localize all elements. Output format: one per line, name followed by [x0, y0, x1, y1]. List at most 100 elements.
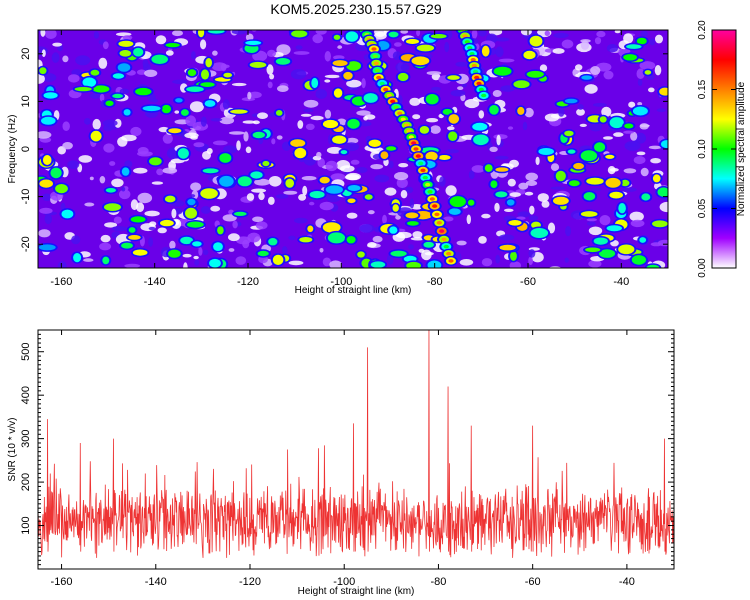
amplitude-core — [237, 176, 252, 187]
texture-blob — [416, 30, 421, 37]
texture-blob — [190, 182, 202, 191]
texture-blob — [89, 92, 103, 99]
texture-blob — [445, 149, 459, 154]
texture-blob — [445, 185, 457, 196]
texture-blob — [584, 84, 598, 94]
texture-blob — [628, 101, 636, 108]
texture-blob — [648, 145, 662, 150]
texture-blob — [636, 151, 646, 156]
x-tick-label: -60 — [520, 276, 536, 288]
amplitude-core — [493, 66, 512, 76]
x-tick-label: -160 — [50, 276, 72, 288]
amplitude-core — [406, 261, 421, 268]
ridge-peak — [427, 190, 433, 194]
x-tick-label: -120 — [239, 576, 261, 588]
amplitude-core — [609, 191, 623, 199]
amplitude-core — [568, 180, 580, 187]
texture-blob — [361, 78, 366, 89]
texture-blob — [431, 86, 441, 91]
texture-blob — [372, 235, 383, 243]
texture-blob — [654, 65, 662, 76]
amplitude-core — [347, 118, 360, 129]
texture-blob — [405, 186, 414, 194]
texture-blob — [529, 205, 535, 215]
amplitude-core — [526, 70, 544, 78]
spectrogram-panel: -160 -140 -120 -100 -80 -60 -40-20-1001020Heig… — [7, 29, 669, 296]
texture-blob — [243, 131, 249, 142]
amplitude-core — [530, 228, 549, 238]
amplitude-core — [332, 135, 347, 144]
texture-blob — [165, 50, 174, 56]
texture-blob — [494, 37, 510, 42]
x-tick-label: -140 — [145, 576, 167, 588]
amplitude-core — [605, 177, 621, 188]
amplitude-core — [538, 148, 554, 155]
texture-blob — [466, 214, 471, 225]
amplitude-core — [168, 128, 182, 134]
amplitude-core — [585, 247, 601, 253]
amplitude-core — [217, 226, 224, 235]
texture-blob — [255, 221, 268, 230]
ridge-peak — [397, 111, 403, 116]
texture-blob — [324, 74, 341, 79]
texture-blob — [294, 217, 308, 224]
amplitude-core — [639, 237, 647, 243]
texture-blob — [44, 213, 52, 225]
texture-blob — [370, 164, 384, 170]
ridge-peak — [408, 135, 414, 139]
ridge-peak — [462, 34, 468, 38]
amplitude-core — [636, 37, 647, 45]
amplitude-core — [508, 220, 522, 226]
texture-blob — [345, 172, 361, 181]
texture-blob — [579, 123, 587, 127]
texture-blob — [633, 156, 646, 165]
amplitude-core — [149, 157, 162, 166]
texture-blob — [374, 174, 390, 183]
amplitude-core — [201, 69, 209, 80]
amplitude-core — [652, 174, 661, 183]
amplitude-core — [363, 93, 378, 103]
ridge-peak — [474, 75, 480, 80]
texture-blob — [109, 161, 116, 166]
texture-blob — [494, 202, 500, 212]
amplitude-core — [419, 125, 430, 134]
ridge-peak — [371, 47, 377, 51]
amplitude-core — [164, 195, 176, 203]
amplitude-core — [513, 80, 530, 89]
texture-blob — [535, 156, 540, 166]
amplitude-core — [213, 242, 223, 252]
amplitude-core — [495, 167, 509, 172]
texture-blob — [586, 218, 597, 222]
amplitude-core — [121, 167, 130, 176]
texture-blob — [232, 220, 238, 229]
ridge-peak — [400, 117, 406, 122]
texture-blob — [124, 263, 141, 268]
amplitude-core — [580, 211, 598, 217]
texture-blob — [426, 71, 442, 76]
texture-blob — [461, 83, 467, 88]
texture-blob — [588, 226, 603, 236]
texture-blob — [496, 134, 501, 146]
ridge-peak — [422, 175, 428, 180]
texture-blob — [356, 110, 371, 116]
texture-blob — [384, 187, 397, 196]
texture-blob — [312, 34, 324, 44]
texture-blob — [577, 104, 584, 110]
texture-blob — [267, 196, 275, 205]
texture-blob — [443, 216, 454, 222]
texture-blob — [657, 239, 668, 247]
texture-blob — [38, 131, 52, 139]
amplitude-core — [119, 50, 132, 57]
amplitude-core — [123, 109, 131, 116]
texture-blob — [45, 30, 57, 39]
texture-blob — [78, 155, 93, 163]
amplitude-core — [484, 164, 493, 172]
texture-blob — [222, 214, 237, 222]
y-tick-label: 400 — [20, 386, 32, 404]
x-tick-label: -40 — [619, 576, 635, 588]
texture-blob — [241, 97, 256, 102]
texture-blob — [174, 110, 180, 114]
amplitude-core — [583, 192, 596, 201]
texture-blob — [322, 257, 332, 267]
texture-blob — [51, 52, 60, 63]
